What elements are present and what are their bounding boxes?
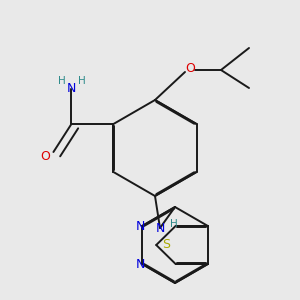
Text: N: N xyxy=(155,221,165,235)
Text: H: H xyxy=(78,76,85,86)
Text: O: O xyxy=(40,151,50,164)
Text: N: N xyxy=(135,257,145,271)
Text: N: N xyxy=(135,220,145,232)
Text: N: N xyxy=(67,82,76,94)
Text: O: O xyxy=(185,62,195,76)
Text: H: H xyxy=(170,219,178,229)
Text: S: S xyxy=(162,238,170,251)
Text: H: H xyxy=(58,76,65,86)
